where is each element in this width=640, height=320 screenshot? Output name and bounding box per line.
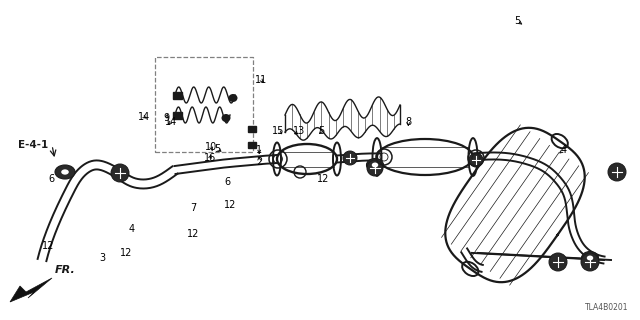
Text: 5: 5 [214, 144, 221, 154]
Text: 10: 10 [205, 142, 218, 152]
Text: 12: 12 [187, 228, 200, 239]
Bar [248, 142, 256, 148]
Text: 15: 15 [272, 126, 285, 136]
Text: 14: 14 [138, 112, 150, 122]
Polygon shape [10, 278, 52, 302]
Text: 5: 5 [318, 126, 324, 136]
Circle shape [581, 253, 599, 271]
Text: 2: 2 [256, 156, 262, 167]
Text: 12: 12 [120, 248, 132, 258]
Text: TLA4B0201: TLA4B0201 [584, 303, 628, 312]
Ellipse shape [372, 163, 378, 167]
Text: 7: 7 [190, 203, 196, 213]
Text: E-4-1: E-4-1 [18, 140, 48, 150]
Text: 3: 3 [99, 252, 106, 263]
Text: 4: 4 [560, 145, 566, 156]
Text: 12: 12 [224, 200, 237, 210]
Text: 12: 12 [317, 174, 330, 184]
Text: 6: 6 [48, 174, 54, 184]
Ellipse shape [582, 252, 598, 265]
Text: 9: 9 [163, 113, 170, 124]
Text: 6: 6 [225, 177, 231, 188]
Ellipse shape [61, 169, 69, 175]
Text: 4: 4 [128, 224, 134, 234]
Circle shape [549, 253, 567, 271]
Ellipse shape [55, 165, 75, 179]
Circle shape [343, 151, 357, 165]
Circle shape [111, 164, 129, 182]
Ellipse shape [587, 256, 593, 260]
Text: 8: 8 [405, 116, 412, 127]
Text: 13: 13 [293, 126, 306, 136]
Text: 11: 11 [255, 75, 268, 85]
Bar [155, 57, 253, 152]
Text: FR.: FR. [55, 265, 76, 275]
Bar [248, 126, 256, 132]
Circle shape [367, 160, 383, 176]
Circle shape [608, 163, 626, 181]
Bar [173, 112, 182, 119]
Ellipse shape [367, 158, 383, 172]
Ellipse shape [221, 114, 230, 122]
Text: 5: 5 [514, 16, 520, 26]
Bar [173, 92, 182, 99]
Text: 12: 12 [42, 241, 54, 252]
Ellipse shape [228, 94, 237, 102]
Circle shape [469, 153, 483, 167]
Text: 14: 14 [165, 116, 178, 127]
Text: 1: 1 [256, 145, 262, 156]
Text: 16: 16 [204, 153, 216, 164]
